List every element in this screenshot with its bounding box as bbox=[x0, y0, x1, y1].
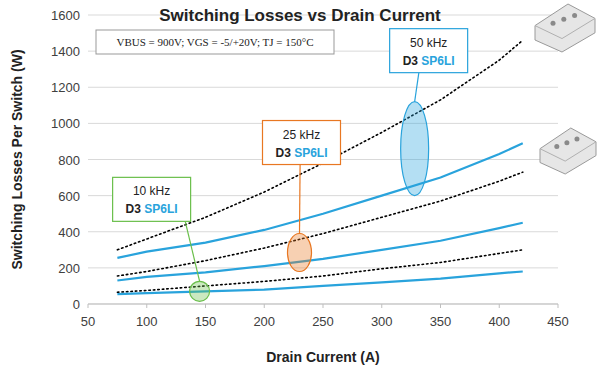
x-tick bbox=[440, 304, 441, 308]
grid-line bbox=[88, 267, 558, 268]
x-tick bbox=[323, 304, 324, 308]
module-picture bbox=[540, 128, 596, 174]
annotation-ellipse bbox=[190, 281, 210, 301]
y-axis-title: Switching Losses Per Switch (W) bbox=[9, 49, 25, 269]
x-axis-title: Drain Current (A) bbox=[266, 349, 380, 365]
annotation-connector bbox=[415, 73, 419, 102]
x-tick bbox=[558, 304, 559, 308]
annotation-label: 10 kHz bbox=[133, 184, 170, 198]
annotation-part: SP6LI bbox=[418, 54, 455, 68]
x-tick-label: 200 bbox=[253, 314, 275, 329]
annotation-ellipse bbox=[401, 102, 429, 196]
module-terminal bbox=[554, 144, 559, 149]
x-tick bbox=[146, 304, 147, 308]
x-tick-label: 50 bbox=[81, 314, 95, 329]
title: Switching Losses vs Drain Current bbox=[159, 6, 441, 25]
y-tick-label: 1400 bbox=[51, 44, 80, 59]
annotation-connector bbox=[299, 165, 301, 234]
x-tick-label: 100 bbox=[136, 314, 158, 329]
annotation-label: 25 kHz bbox=[283, 128, 320, 142]
y-tick-label: 1600 bbox=[51, 8, 80, 23]
module-terminal bbox=[561, 17, 566, 22]
y-tick-label: 1200 bbox=[51, 80, 80, 95]
annotation-part: D3 bbox=[275, 146, 291, 160]
condition-box bbox=[96, 30, 334, 54]
annotation-box bbox=[263, 121, 341, 165]
annotation-part: SP6LI bbox=[141, 202, 178, 216]
grid-line bbox=[88, 304, 558, 305]
module-terminal bbox=[551, 21, 556, 26]
module-terminal bbox=[564, 140, 569, 145]
module-terminal bbox=[574, 137, 579, 142]
annotation-parts: D3 SP6LI bbox=[275, 146, 327, 160]
x-tick-label: 350 bbox=[430, 314, 452, 329]
x-tick bbox=[381, 304, 382, 308]
series-group bbox=[117, 40, 522, 294]
y-tick-label: 400 bbox=[58, 225, 80, 240]
module-terminal bbox=[572, 13, 577, 18]
x-tick-label: 250 bbox=[312, 314, 334, 329]
x-tick-label: 400 bbox=[488, 314, 510, 329]
annotation-connector bbox=[185, 221, 199, 281]
y-tick-label: 800 bbox=[58, 153, 80, 168]
x-tick bbox=[499, 304, 500, 308]
annotation-part: D3 bbox=[403, 54, 419, 68]
x-tick-label: 300 bbox=[371, 314, 393, 329]
module-body bbox=[540, 128, 596, 174]
module-body bbox=[535, 4, 595, 52]
y-tick-label: 0 bbox=[73, 297, 80, 312]
x-tick-label: 150 bbox=[195, 314, 217, 329]
annotation-box bbox=[113, 177, 191, 221]
grid-line bbox=[88, 87, 558, 88]
chart: 0 200 400 600 800 1000 1200 1400 1600 50 100 150 200… bbox=[0, 0, 600, 376]
x-tick-label: 450 bbox=[547, 314, 569, 329]
subtitle: VBUS = 900V; VGS = -5/+20V; TJ = 150°C bbox=[116, 36, 313, 48]
annotation-parts: D3 SP6LI bbox=[403, 54, 455, 68]
annotation-box bbox=[390, 29, 468, 73]
annotation-part: SP6LI bbox=[291, 146, 328, 160]
module-picture bbox=[535, 4, 595, 52]
y-tick-label: 1000 bbox=[51, 116, 80, 131]
x-tick bbox=[264, 304, 265, 308]
series-line bbox=[117, 271, 522, 294]
annotation-part: D3 bbox=[126, 202, 142, 216]
y-tick-label: 600 bbox=[58, 189, 80, 204]
series-line bbox=[117, 223, 522, 281]
annotation-ellipse bbox=[288, 234, 312, 272]
annotation-parts: D3 SP6LI bbox=[126, 202, 178, 216]
x-tick bbox=[88, 304, 89, 308]
y-tick-label: 200 bbox=[58, 261, 80, 276]
x-tick bbox=[205, 304, 206, 308]
x-axis bbox=[88, 304, 558, 305]
annotation-label: 50 kHz bbox=[410, 36, 447, 50]
